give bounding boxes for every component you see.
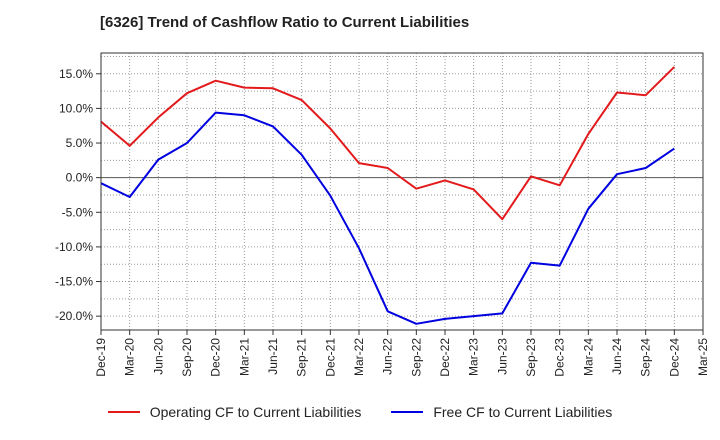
y-tick-label: 15.0% — [59, 67, 93, 81]
x-tick-label: Sep-24 — [639, 338, 653, 377]
x-tick-label: Sep-23 — [524, 338, 538, 377]
x-tick-label: Jun-20 — [151, 338, 165, 375]
x-tick-label: Jun-22 — [381, 338, 395, 375]
y-tick-label: 0.0% — [66, 171, 94, 185]
x-tick-label: Mar-22 — [352, 338, 366, 376]
legend-swatch-free-cf — [391, 411, 424, 413]
x-tick-label: Mar-23 — [467, 338, 481, 376]
x-tick-label: Dec-20 — [209, 338, 223, 377]
x-tick-label: Sep-20 — [180, 338, 194, 377]
x-tick-label: Jun-24 — [610, 338, 624, 375]
y-axis-ticks: -20.0% -15.0% -10.0% -5.0% 0.0% 5.0% 10.0% 15.0… — [55, 67, 101, 323]
y-tick-label: -15.0% — [55, 275, 93, 289]
y-tick-label: -10.0% — [55, 240, 93, 254]
grid — [101, 53, 703, 330]
x-tick-label: Dec-23 — [553, 338, 567, 377]
x-tick-label: Dec-24 — [667, 338, 681, 377]
chart-title: [6326] Trend of Cashflow Ratio to Curren… — [100, 14, 470, 31]
x-tick-label: Dec-22 — [438, 338, 452, 377]
x-tick-label: Mar-24 — [581, 338, 595, 376]
x-tick-label: Dec-19 — [94, 338, 108, 377]
legend-item-operating-cf: Operating CF to Current Liabilities — [107, 404, 362, 420]
legend-label-operating-cf: Operating CF to Current Liabilities — [149, 404, 362, 420]
x-tick-label: Mar-25 — [696, 338, 710, 376]
y-tick-label: -5.0% — [62, 205, 94, 219]
x-tick-label: Mar-21 — [237, 338, 251, 376]
plot-frame — [100, 52, 704, 331]
x-tick-label: Sep-21 — [295, 338, 309, 377]
y-tick-label: 5.0% — [66, 136, 94, 150]
legend-label-free-cf: Free CF to Current Liabilities — [433, 404, 613, 420]
x-tick-label: Dec-21 — [323, 338, 337, 377]
y-tick-label: 10.0% — [59, 101, 93, 115]
x-tick-label: Mar-20 — [123, 338, 137, 376]
legend-item-free-cf: Free CF to Current Liabilities — [391, 404, 612, 420]
x-tick-label: Sep-22 — [409, 338, 423, 377]
y-tick-label: -20.0% — [55, 309, 93, 323]
x-tick-label: Jun-23 — [495, 338, 509, 375]
legend-swatch-operating-cf — [107, 411, 140, 413]
x-tick-label: Jun-21 — [266, 338, 280, 375]
legend: Operating CF to Current Liabilities Free… — [0, 404, 720, 420]
x-axis-ticks: Dec-19 Mar-20 Jun-20 Sep-20 Dec-20 Mar-21 Jun-… — [94, 330, 710, 377]
series-layer — [100, 66, 676, 325]
series-line-0 — [100, 66, 676, 221]
series-line-1 — [100, 111, 675, 325]
